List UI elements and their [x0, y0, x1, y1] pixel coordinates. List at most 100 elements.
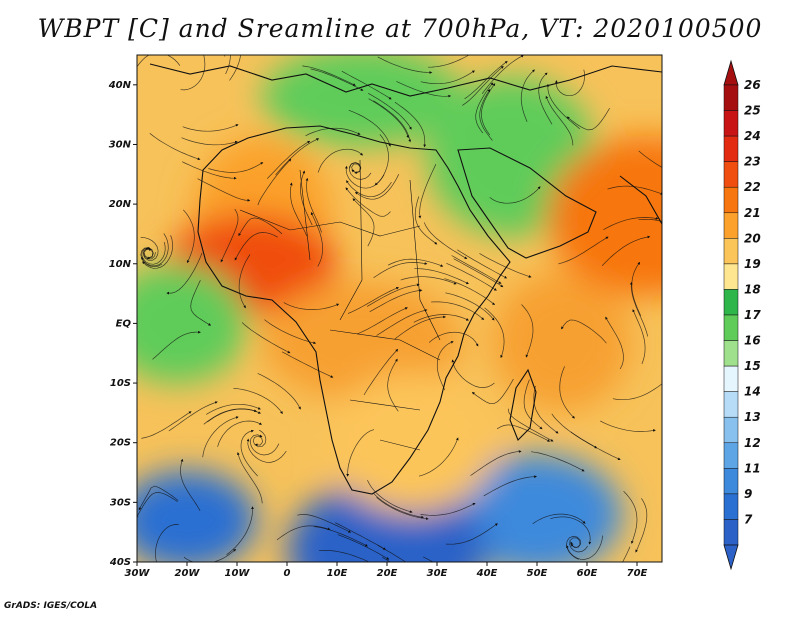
streamline	[137, 55, 181, 71]
streamline	[223, 55, 224, 56]
streamline	[346, 180, 392, 198]
streamline	[252, 429, 267, 448]
streamline	[496, 424, 551, 442]
streamline	[289, 182, 308, 237]
streamline	[418, 164, 437, 219]
streamline	[317, 148, 364, 173]
streamline	[457, 249, 508, 279]
streamline	[240, 429, 258, 477]
streamline	[310, 212, 323, 267]
streamline	[377, 544, 407, 562]
india-coastline	[619, 175, 662, 225]
colorbar-swatch	[723, 110, 739, 137]
colorbar-swatch	[723, 84, 739, 111]
streamline	[550, 516, 592, 545]
streamline	[414, 268, 469, 285]
field-blob-med-green	[262, 55, 462, 147]
streamline	[354, 174, 400, 200]
streamline	[428, 331, 479, 347]
streamline	[347, 287, 399, 314]
field-blob-central-africa-warm	[262, 281, 462, 402]
streamline	[521, 304, 534, 358]
streamline	[394, 315, 446, 340]
streamline	[376, 309, 428, 336]
streamline	[183, 209, 195, 264]
map-plot-area	[137, 55, 662, 562]
streamline	[246, 438, 287, 463]
streamline	[603, 217, 659, 231]
arabia-coastline	[457, 147, 597, 259]
europe-coastline	[149, 63, 662, 97]
lon-tick-label: 40E	[476, 568, 498, 579]
streamline	[418, 437, 459, 477]
streamline	[276, 525, 331, 541]
streamline	[570, 431, 621, 460]
lon-tick-label: 30W	[125, 568, 151, 579]
streamline	[400, 276, 457, 285]
streamline	[257, 158, 292, 206]
streamline	[234, 232, 278, 261]
streamline	[420, 502, 476, 516]
lat-tick-label: 10S	[110, 378, 131, 389]
colorbar-swatch	[723, 135, 739, 162]
streamline	[141, 242, 166, 265]
colorbar-level-label: 11	[744, 461, 761, 475]
streamline	[346, 429, 375, 477]
streamline	[444, 278, 495, 306]
streamline	[471, 378, 514, 405]
streamline	[533, 385, 559, 434]
streamline	[137, 492, 178, 519]
latitude-axis: 40N 30N 20N 10N EQ 10S 20S 30S 40S	[108, 80, 137, 568]
streamline	[558, 236, 609, 265]
streamline	[208, 162, 264, 173]
streamline	[366, 283, 420, 307]
wbpt-field	[137, 55, 662, 562]
streamline	[396, 81, 452, 98]
streamline	[607, 185, 662, 195]
streamline	[217, 420, 263, 447]
streamline	[413, 314, 469, 323]
lon-tick-label: 20W	[175, 568, 201, 579]
streamline	[197, 178, 251, 202]
streamline	[445, 292, 495, 321]
streamline	[283, 302, 340, 310]
streamline	[305, 127, 361, 137]
streamline	[436, 341, 454, 391]
field-blob-southern-ocean-cool	[452, 454, 622, 562]
streamline	[281, 351, 334, 378]
streamline	[180, 55, 206, 91]
lat-tick-label: 30S	[110, 497, 131, 508]
streamline	[241, 322, 291, 354]
streamline	[249, 434, 280, 456]
streamline	[481, 55, 524, 95]
streamline	[484, 307, 505, 359]
streamline	[423, 556, 434, 562]
colorbar-level-label: 18	[744, 282, 761, 296]
lon-tick-label: 10E	[327, 568, 348, 579]
streamline	[141, 411, 192, 439]
streamline	[622, 546, 631, 562]
streamline	[631, 261, 642, 316]
streamline	[207, 408, 261, 423]
lon-tick-label: 0	[284, 568, 291, 579]
streamline	[190, 280, 212, 326]
streamline	[376, 497, 429, 521]
streamline	[566, 535, 582, 560]
colorbar-level-label: 17	[744, 308, 761, 322]
colorbar-swatch	[723, 289, 739, 316]
streamline	[373, 262, 428, 278]
streamline	[314, 526, 368, 547]
streamline	[635, 498, 648, 553]
streamline	[394, 101, 427, 148]
colorbar-swatch	[723, 161, 739, 188]
streamline	[387, 258, 444, 267]
lat-tick-label: 30N	[109, 139, 132, 150]
streamline	[569, 537, 588, 553]
streamline	[377, 56, 433, 74]
colorbar-swatch	[723, 314, 739, 341]
colorbar-swatch	[723, 442, 739, 469]
streamline	[181, 137, 238, 146]
streamline	[341, 70, 392, 100]
colorbar-level-label: 23	[744, 155, 761, 169]
